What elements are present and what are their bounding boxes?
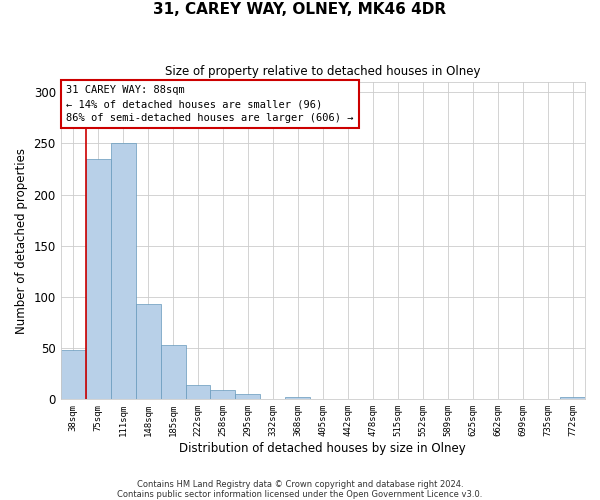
Text: 31 CAREY WAY: 88sqm
← 14% of detached houses are smaller (96)
86% of semi-detach: 31 CAREY WAY: 88sqm ← 14% of detached ho… bbox=[66, 85, 353, 123]
Bar bbox=[286, 398, 310, 400]
Bar bbox=[110, 144, 136, 400]
Bar bbox=[211, 390, 235, 400]
Bar bbox=[185, 385, 211, 400]
Bar bbox=[86, 158, 110, 400]
Bar bbox=[61, 350, 86, 400]
Text: 31, CAREY WAY, OLNEY, MK46 4DR: 31, CAREY WAY, OLNEY, MK46 4DR bbox=[154, 2, 446, 18]
Bar bbox=[136, 304, 161, 400]
Title: Size of property relative to detached houses in Olney: Size of property relative to detached ho… bbox=[165, 65, 481, 78]
Bar bbox=[560, 398, 585, 400]
X-axis label: Distribution of detached houses by size in Olney: Distribution of detached houses by size … bbox=[179, 442, 466, 455]
Text: Contains HM Land Registry data © Crown copyright and database right 2024.
Contai: Contains HM Land Registry data © Crown c… bbox=[118, 480, 482, 499]
Y-axis label: Number of detached properties: Number of detached properties bbox=[15, 148, 28, 334]
Bar bbox=[161, 345, 185, 400]
Bar bbox=[235, 394, 260, 400]
